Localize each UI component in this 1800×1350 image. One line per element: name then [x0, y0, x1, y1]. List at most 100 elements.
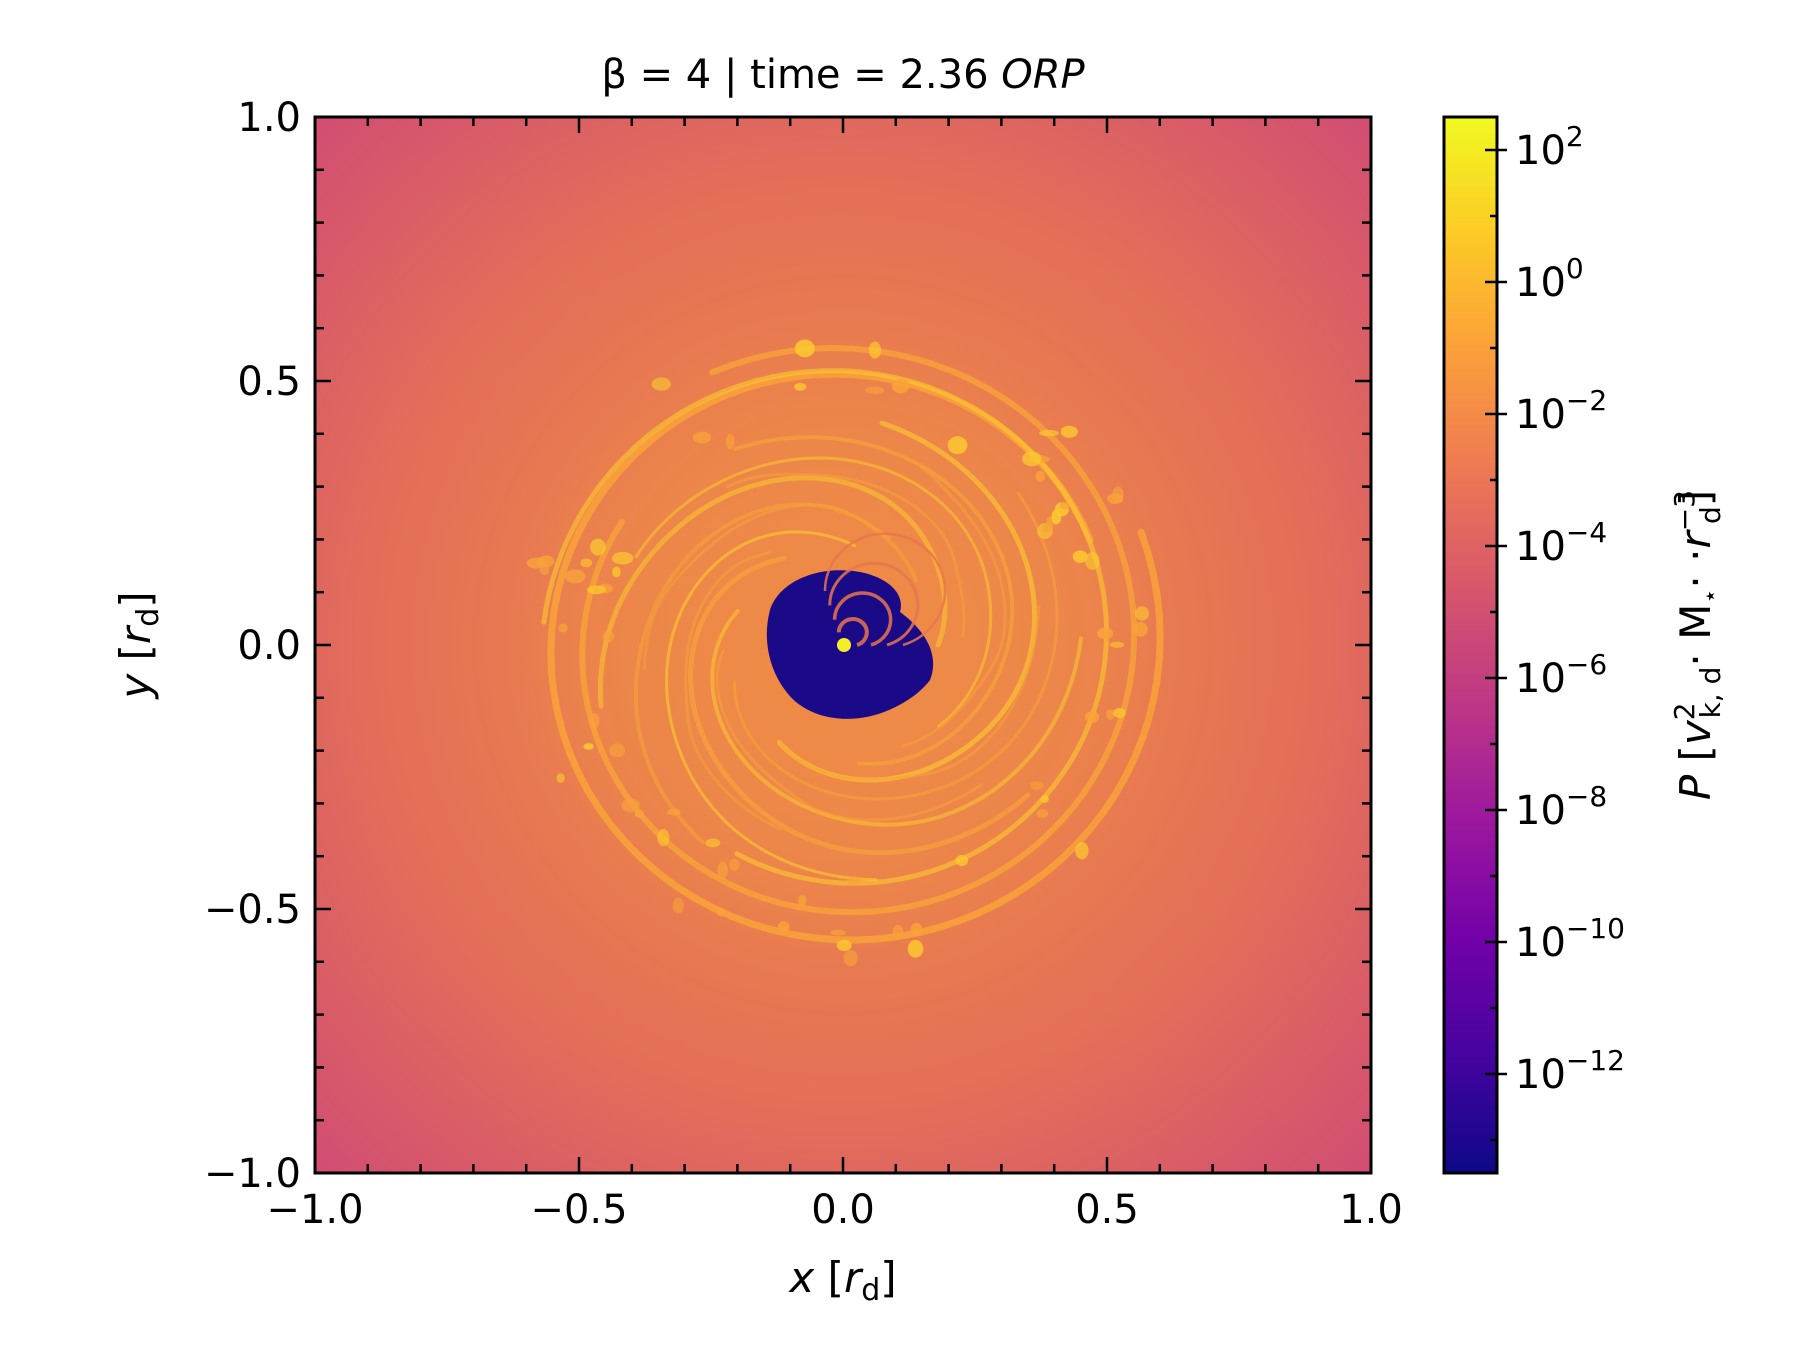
colorbar-tick-label: 10−12	[1515, 1044, 1625, 1098]
colorbar-tick-label: 10−10	[1515, 912, 1625, 966]
colorbar-tick-label: 10−2	[1515, 384, 1607, 438]
y-tick-label: 1.0	[237, 95, 301, 141]
filament-knot	[846, 876, 861, 886]
filament-knot	[907, 939, 924, 958]
spiral-filament	[726, 472, 966, 639]
filament-knot	[1059, 501, 1070, 510]
cavity-ring	[836, 617, 869, 647]
spiral-filament	[687, 555, 1031, 856]
filament-knot	[798, 894, 807, 907]
spiral-filament	[901, 464, 1007, 748]
x-tick-label: −1.0	[266, 1187, 363, 1233]
filament-knot	[794, 339, 815, 358]
central-hotspot	[837, 638, 851, 652]
filament-knot	[1113, 707, 1126, 718]
filament-knot	[1040, 795, 1049, 803]
filament-knot	[836, 939, 852, 952]
x-axis-label: x [rd]	[787, 1253, 896, 1308]
colorbar	[1442, 115, 1499, 1175]
filament-knot	[1030, 781, 1044, 790]
filament-knot	[1109, 641, 1125, 648]
filament-knot	[1085, 552, 1100, 570]
colorbar-tick-label: 102	[1515, 120, 1584, 174]
filament-knot	[891, 378, 910, 394]
axis-ticks	[313, 115, 1373, 1175]
filament-knot	[539, 563, 550, 576]
filament-knot	[1072, 550, 1088, 563]
filament-knot	[892, 924, 904, 940]
filament-knot	[608, 743, 626, 758]
spiral-filament	[597, 475, 948, 709]
filament-knot	[590, 538, 606, 556]
filament-knot	[556, 773, 565, 784]
spiral-filament	[733, 491, 1059, 801]
filament-knot	[651, 377, 671, 391]
filament-knot	[587, 585, 606, 595]
y-tick-label: 0.0	[237, 623, 301, 669]
spiral-filament	[547, 370, 1164, 944]
spiral-filament	[715, 649, 984, 822]
filament-knot	[830, 929, 847, 936]
colorbar-label: P [v2k, d· M⋆· ·r−3d]	[1668, 490, 1727, 800]
spiral-filament	[733, 435, 1015, 766]
filament-knot	[1039, 429, 1059, 437]
cavity-ring	[832, 591, 893, 647]
filament-knot	[955, 854, 969, 866]
filament-knot	[1106, 709, 1115, 720]
cavity-ring	[823, 532, 947, 647]
spiral-filament	[710, 609, 1083, 827]
filament-knot	[621, 798, 640, 813]
filament-knot	[793, 382, 807, 391]
y-axis-var: y	[111, 673, 160, 701]
x-tick-labels: −1.0 −0.5 0.0 0.5 1.0	[266, 1187, 1402, 1233]
x-tick-label: 0.5	[1075, 1187, 1139, 1233]
spiral-filament	[780, 604, 1041, 782]
filament-knot	[611, 551, 634, 565]
y-tick-label: −1.0	[204, 1151, 301, 1197]
filament-knot	[657, 828, 670, 847]
spiral-filament	[634, 456, 993, 728]
filament-knot	[1036, 809, 1049, 818]
filament-knot	[947, 436, 968, 455]
filament-knot	[1084, 711, 1100, 724]
filament-knot	[868, 341, 882, 359]
x-tick-label: 0.0	[811, 1187, 875, 1233]
filament-knot	[1075, 842, 1089, 860]
pressure-heatmap	[315, 117, 1371, 1173]
x-tick-label: 1.0	[1339, 1187, 1403, 1233]
filament-knot	[692, 431, 712, 444]
filament-knot	[589, 713, 600, 729]
y-tick-label: −0.5	[204, 887, 301, 933]
filament-knot	[1022, 451, 1042, 467]
colorbar-tick-labels: 102 100 10−2 10−4 10−6 10−8 10−10 10−12	[1515, 120, 1625, 1098]
chart-title: β = 4 | time = 2.36 ORP	[601, 52, 1085, 98]
spiral-filament	[684, 550, 782, 831]
filament-knot	[1097, 627, 1114, 640]
filament-knots	[526, 339, 1150, 967]
spiral-filament	[665, 530, 877, 882]
filament-knot	[843, 949, 858, 967]
filament-knot	[716, 907, 725, 917]
y-tick-labels: −1.0 −0.5 0.0 0.5 1.0	[204, 95, 301, 1197]
filament-knot	[564, 569, 586, 584]
filament-knot	[777, 921, 790, 932]
filament-knot	[1035, 470, 1045, 482]
spiral-filaments	[541, 344, 1164, 944]
filament-knot	[865, 386, 885, 395]
y-tick-label: 0.5	[237, 359, 301, 405]
spiral-filament	[643, 503, 892, 670]
y-axis-label: y [rd]	[111, 591, 166, 700]
filament-knot	[666, 808, 681, 816]
filament-knot	[602, 630, 615, 643]
filament-knot	[1112, 486, 1124, 503]
filament-knot	[672, 897, 684, 914]
filament-knot	[1042, 522, 1054, 533]
filament-knot	[728, 858, 740, 871]
filament-knot	[583, 743, 594, 750]
cavity-ring	[828, 561, 920, 647]
colorbar-tick-label: 100	[1515, 252, 1584, 306]
colorbar-ticks	[1485, 148, 1507, 1142]
x-axis-var: x	[787, 1253, 815, 1302]
filament-knot	[1135, 606, 1150, 621]
